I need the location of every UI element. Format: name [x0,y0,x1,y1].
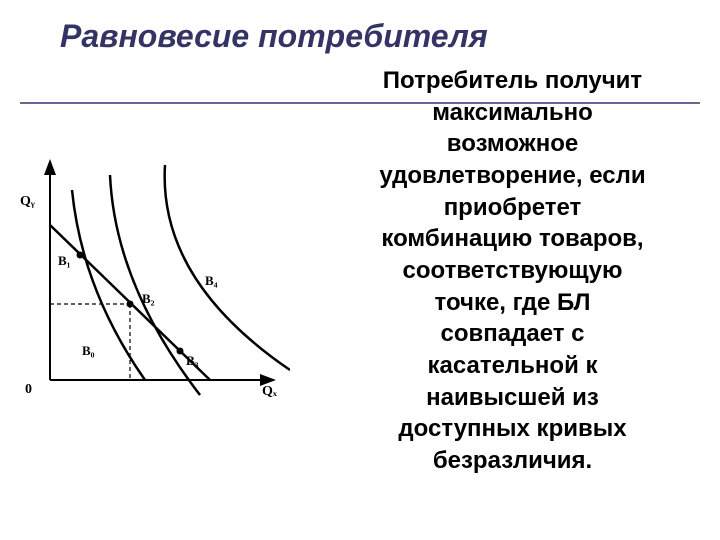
svg-text:B₀: B₀ [82,343,95,358]
body-line: возможное [315,128,710,160]
description-text: Потребитель получитмаксимальновозможноеу… [315,65,710,477]
body-line: приобретет [315,192,710,224]
svg-text:B₄: B₄ [205,273,218,288]
body-line: наивысшей из [315,382,710,414]
svg-text:B₃: B₃ [186,353,199,368]
body-line: безразличия. [315,445,710,477]
equilibrium-chart: B₀ B₂ B₄ B₁ B₃ Qᵧ Qₓ 0 [10,135,290,415]
body-line: касательной к [315,350,710,382]
body-line: соответствующую [315,255,710,287]
body-line: максимально [315,97,710,129]
body-line: доступных кривых [315,413,710,445]
body-line: точке, где БЛ [315,287,710,319]
body-line: удовлетворение, если [315,160,710,192]
body-line: совпадает с [315,318,710,350]
svg-text:B₁: B₁ [58,253,71,268]
page-title: Равновесие потребителя [60,18,488,55]
body-line: комбинацию товаров, [315,223,710,255]
body-line: Потребитель получит [315,65,710,97]
svg-text:B₂: B₂ [142,291,155,306]
svg-text:Qᵧ: Qᵧ [20,194,35,209]
svg-text:Qₓ: Qₓ [262,384,278,399]
svg-text:0: 0 [25,382,32,397]
